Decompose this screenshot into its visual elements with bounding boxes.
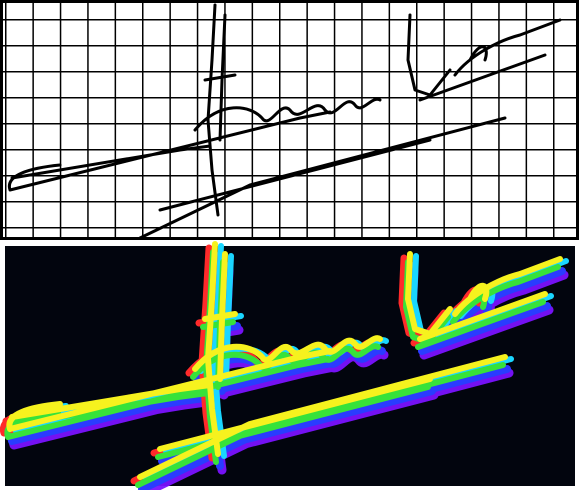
grid-panel [0, 0, 579, 240]
glow-panel [0, 242, 579, 490]
screenshot [0, 0, 579, 490]
